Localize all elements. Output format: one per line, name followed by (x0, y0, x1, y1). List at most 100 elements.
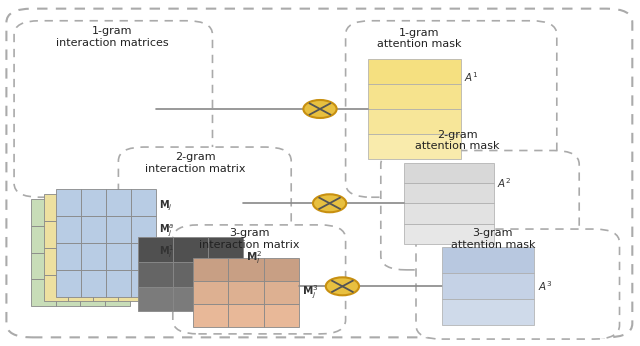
Bar (44, 194, 68, 221)
Bar (106, 270, 131, 297)
Bar (56, 199, 81, 226)
Bar (56, 280, 81, 306)
Bar (31, 253, 56, 280)
Bar (131, 189, 156, 216)
Bar (173, 286, 208, 311)
Bar (93, 194, 118, 221)
Bar (368, 109, 461, 134)
Bar (131, 270, 156, 297)
Text: 3-gram
interaction matrix: 3-gram interaction matrix (199, 228, 300, 250)
FancyBboxPatch shape (6, 9, 632, 337)
Bar (93, 275, 118, 301)
FancyBboxPatch shape (416, 229, 620, 339)
Bar (68, 221, 93, 248)
Bar (118, 221, 143, 248)
Bar (138, 286, 173, 311)
Bar (404, 203, 494, 224)
Bar (56, 270, 81, 297)
Bar (81, 280, 105, 306)
Bar (31, 226, 56, 253)
Bar (31, 199, 56, 226)
Bar (173, 262, 208, 286)
FancyBboxPatch shape (346, 21, 557, 197)
Bar (264, 281, 299, 304)
Circle shape (326, 277, 359, 295)
FancyBboxPatch shape (173, 225, 346, 334)
Bar (81, 189, 106, 216)
Bar (44, 248, 68, 275)
Text: $\mathbf{M}_i^2$: $\mathbf{M}_i^2$ (246, 249, 262, 266)
Bar (81, 216, 106, 243)
Bar (193, 281, 228, 304)
Bar (56, 253, 81, 280)
Bar (81, 199, 105, 226)
Bar (368, 84, 461, 109)
Bar (106, 216, 131, 243)
Bar (118, 275, 143, 301)
Bar (93, 248, 118, 275)
Text: 2-gram
attention mask: 2-gram attention mask (415, 130, 500, 151)
Bar (208, 237, 243, 262)
Bar (81, 270, 106, 297)
Bar (105, 253, 130, 280)
Bar (404, 224, 494, 244)
Bar (56, 226, 81, 253)
Bar (68, 275, 93, 301)
Text: $\mathbf{M}_j^a$: $\mathbf{M}_j^a$ (159, 222, 174, 238)
Bar (442, 299, 534, 325)
Text: $\mathbf{M}_j^3$: $\mathbf{M}_j^3$ (302, 284, 319, 301)
Bar (228, 304, 264, 327)
Circle shape (313, 194, 346, 212)
Bar (44, 221, 68, 248)
Bar (56, 216, 81, 243)
Bar (131, 243, 156, 270)
Bar (208, 262, 243, 286)
Text: 1-gram
interaction matrices: 1-gram interaction matrices (56, 26, 168, 47)
Bar (106, 189, 131, 216)
Bar (193, 304, 228, 327)
FancyBboxPatch shape (118, 147, 291, 261)
Bar (264, 258, 299, 281)
Text: 3-gram
attention mask: 3-gram attention mask (451, 228, 535, 250)
Bar (68, 194, 93, 221)
Bar (56, 243, 81, 270)
Bar (105, 199, 130, 226)
Bar (228, 281, 264, 304)
Bar (81, 226, 105, 253)
Bar (404, 183, 494, 203)
Bar (81, 243, 106, 270)
Bar (118, 194, 143, 221)
Bar (68, 248, 93, 275)
Bar (138, 262, 173, 286)
Bar (442, 247, 534, 273)
Text: $\mathbf{M}_j$: $\mathbf{M}_j$ (159, 198, 172, 212)
Bar (44, 275, 68, 301)
Bar (173, 237, 208, 262)
Bar (404, 163, 494, 183)
Text: $\mathit{A}^2$: $\mathit{A}^2$ (497, 176, 511, 190)
Circle shape (303, 100, 337, 118)
Text: $\mathit{A}^1$: $\mathit{A}^1$ (464, 70, 478, 84)
Bar (131, 216, 156, 243)
Text: $\mathbf{M}_i^1$: $\mathbf{M}_i^1$ (159, 243, 174, 260)
Bar (368, 134, 461, 159)
Text: 2-gram
interaction matrix: 2-gram interaction matrix (145, 152, 246, 174)
Bar (31, 280, 56, 306)
Text: 1-gram
attention mask: 1-gram attention mask (377, 28, 461, 49)
Bar (228, 258, 264, 281)
FancyBboxPatch shape (14, 21, 212, 197)
Bar (93, 221, 118, 248)
Bar (208, 286, 243, 311)
Bar (118, 248, 143, 275)
Bar (193, 258, 228, 281)
Bar (368, 59, 461, 84)
Bar (442, 273, 534, 299)
FancyBboxPatch shape (381, 151, 579, 270)
Bar (106, 243, 131, 270)
Text: $\mathit{A}^3$: $\mathit{A}^3$ (538, 280, 552, 293)
Bar (105, 280, 130, 306)
Bar (56, 189, 81, 216)
Bar (105, 226, 130, 253)
Bar (264, 304, 299, 327)
Bar (81, 253, 105, 280)
